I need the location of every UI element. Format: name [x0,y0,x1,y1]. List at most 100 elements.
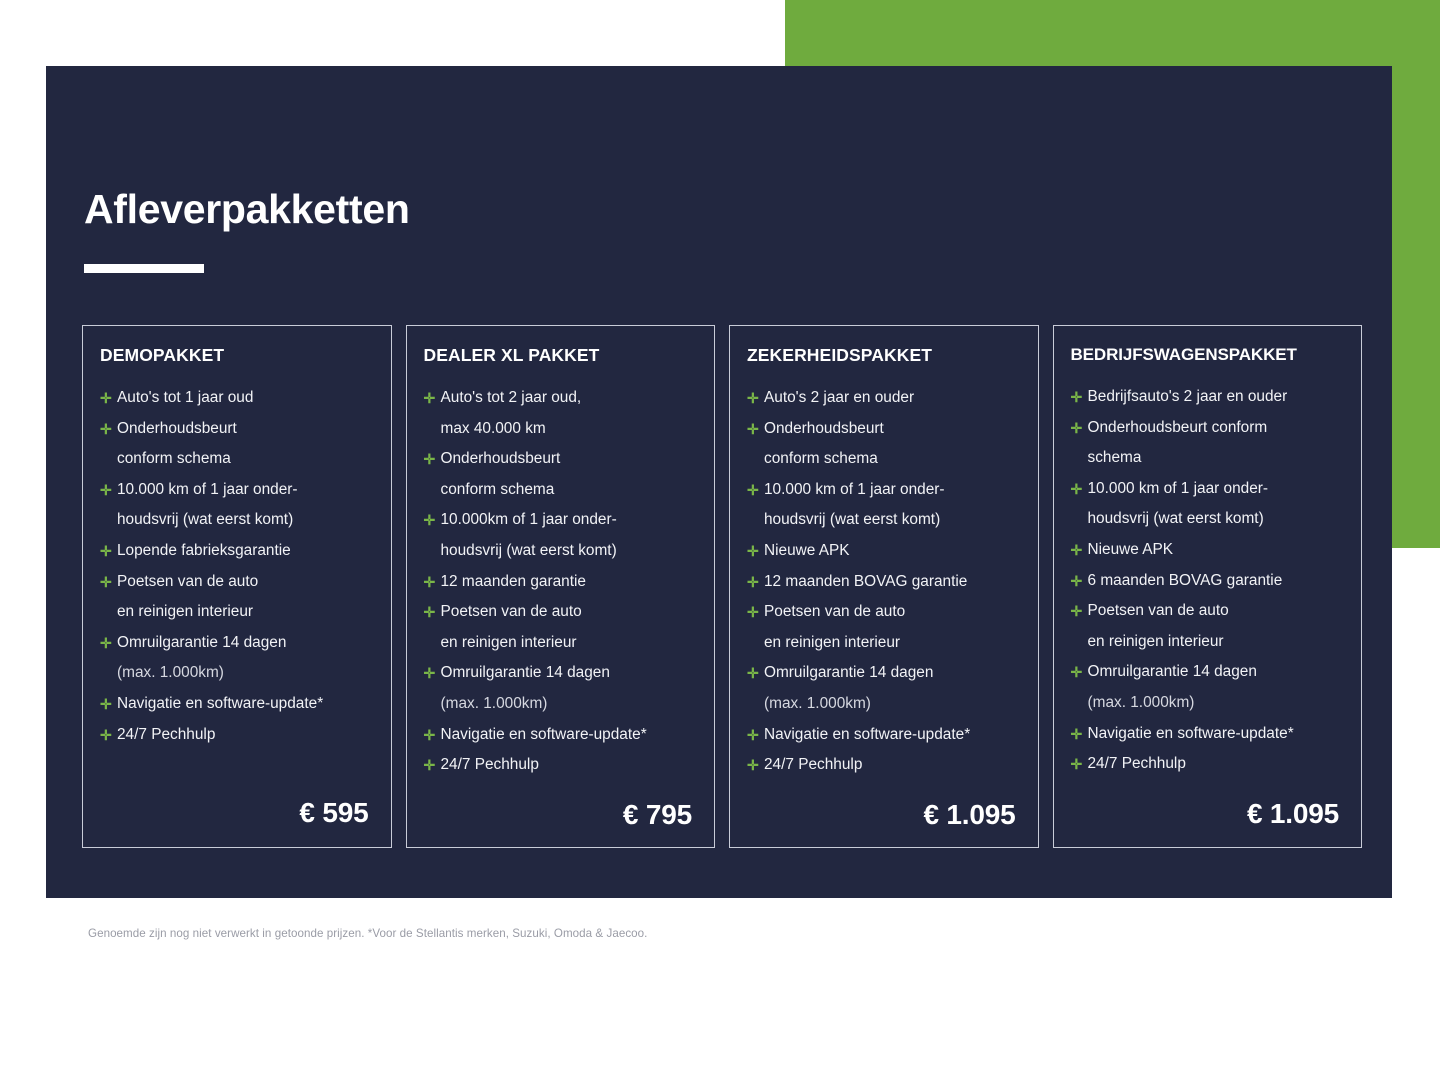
package-card-grid: DEMOPAKKET ✛ Auto's tot 1 jaar oud ✛ Onderh… [82,325,1362,848]
feature-label: Onderhoudsbeurt conform schema [117,419,237,468]
feature-item: ✛ Auto's tot 2 jaar oud, max 40.000 km [424,383,695,444]
card-price: € 1.095 [1246,797,1339,829]
feature-item: ✛ 24/7 Pechhulp [424,750,695,781]
feature-label: Auto's tot 2 jaar oud, max 40.000 km [440,389,582,437]
feature-label: Poetsen van de auto en reinigen interieu… [764,603,906,651]
feature-label: 24/7 Pechhulp [117,725,216,743]
feature-label: Poetsen van de auto en reinigen interieu… [440,603,582,651]
plus-icon: ✛ [423,451,436,468]
plus-icon: ✛ [100,573,112,590]
feature-item: ✛ Lopende fabrieksgarantie [100,536,371,567]
plus-icon: ✛ [423,604,436,621]
feature-list: ✛ Auto's tot 1 jaar oud ✛ Onderhoudsbeurt c… [100,383,371,779]
feature-label: Omruilgarantie 14 dagen (max. 1.000km) [440,664,610,712]
feature-label: Auto's tot 1 jaar oud [117,389,254,406]
feature-label: Onderhoudsbeurt conform schema [1087,418,1268,467]
feature-item: ✛ Navigatie en software-update* [747,720,1018,751]
page-title: Afleverpakketten [84,186,410,233]
plus-icon: ✛ [423,665,436,682]
feature-label: Onderhoudsbeurt conform schema [440,450,561,498]
feature-item: ✛ 10.000 km of 1 jaar onder- houdsvrij (w… [747,475,1018,536]
feature-item: ✛ Navigatie en software-update* [1071,719,1342,750]
feature-item: ✛ Nieuwe APK [1071,535,1342,566]
feature-item: ✛ Auto's tot 1 jaar oud [100,383,371,414]
title-underline-rule [84,264,204,273]
feature-label: Navigatie en software-update* [117,694,324,712]
feature-item: ✛ 6 maanden BOVAG garantie [1071,566,1342,597]
feature-item: ✛ Omruilgarantie 14 dagen (max. 1.000km) [1071,657,1342,718]
package-card-zekerheidspakket[interactable]: ZEKERHEIDSPAKKET ✛ Auto's 2 jaar en ouder… [729,325,1039,848]
plus-icon: ✛ [1070,541,1083,558]
feature-label: 12 maanden garantie [440,572,586,590]
card-title: BEDRIJFSWAGENSPAKKET [1070,345,1297,364]
plus-icon: ✛ [100,726,112,743]
feature-item: ✛ 24/7 Pechhulp [100,720,371,751]
footnote-disclaimer: Genoemde zijn nog niet verwerkt in getoo… [88,927,648,940]
plus-icon: ✛ [747,420,759,437]
feature-label: Nieuwe APK [1087,540,1174,558]
feature-label: 10.000 km of 1 jaar onder- houdsvrij (wa… [764,480,945,529]
feature-label: 10.000km of 1 jaar onder- houdsvrij (wat… [440,511,617,559]
feature-label: Nieuwe APK [764,541,850,559]
feature-label: 10.000 km of 1 jaar onder- houdsvrij (wa… [117,480,298,529]
feature-item: ✛ 10.000 km of 1 jaar onder- houdsvrij (w… [100,475,371,536]
feature-item: ✛ Omruilgarantie 14 dagen (max. 1.000km) [424,658,695,719]
feature-list: ✛ Auto's tot 2 jaar oud, max 40.000 km ✛ On… [424,383,695,781]
feature-sublabel: (max. 1.000km) [440,694,548,712]
feature-label: Auto's 2 jaar en ouder [764,389,915,406]
plus-icon: ✛ [423,390,436,406]
feature-item: ✛ Onderhoudsbeurt conform schema [100,414,371,475]
plus-icon: ✛ [100,542,112,559]
feature-item: ✛ Poetsen van de auto en reinigen interie… [1071,596,1342,657]
feature-item: ✛ Nieuwe APK [747,536,1018,567]
card-price: € 1.095 [923,798,1016,830]
plus-icon: ✛ [423,512,436,529]
feature-label: Bedrijfsauto's 2 jaar en ouder [1087,388,1288,405]
plus-icon: ✛ [747,726,759,743]
plus-icon: ✛ [423,573,436,590]
feature-label: Omruilgarantie 14 dagen (max. 1.000km) [1087,663,1257,711]
plus-icon: ✛ [747,604,759,621]
feature-label: Navigatie en software-update* [764,725,971,743]
feature-item: ✛ Onderhoudsbeurt conform schema [424,444,695,505]
plus-icon: ✛ [747,757,759,774]
feature-label: 12 maanden BOVAG garantie [764,572,968,590]
plus-icon: ✛ [1070,419,1083,436]
plus-icon: ✛ [423,757,436,774]
plus-icon: ✛ [1070,389,1083,405]
feature-label: Lopende fabrieksgarantie [117,541,291,559]
feature-list: ✛ Auto's 2 jaar en ouder ✛ Onderhoudsbeurt … [747,383,1018,781]
feature-label: 24/7 Pechhulp [440,756,539,774]
feature-item: ✛ Onderhoudsbeurt conform schema [747,414,1018,475]
feature-item: ✛ Poetsen van de auto en reinigen interie… [747,597,1018,658]
feature-label: Onderhoudsbeurt conform schema [764,419,884,468]
package-card-dealer-xl-pakket[interactable]: DEALER XL PAKKET ✛ Auto's tot 2 jaar oud,… [405,325,715,848]
feature-item: ✛ Bedrijfsauto's 2 jaar en ouder [1071,382,1342,413]
feature-item: ✛ Navigatie en software-update* [424,720,695,751]
feature-sublabel: (max. 1.000km) [764,694,871,712]
feature-label: Navigatie en software-update* [440,725,647,743]
feature-label: 10.000 km of 1 jaar onder- houdsvrij (wa… [1087,479,1269,528]
feature-item: ✛ 10.000km of 1 jaar onder- houdsvrij (wa… [424,505,695,566]
card-title: DEALER XL PAKKET [423,345,600,365]
package-card-bedrijfswagenspakket[interactable]: BEDRIJFSWAGENSPAKKET ✛ Bedrijfsauto's 2 j… [1052,325,1362,848]
feature-item: ✛ Auto's 2 jaar en ouder [747,383,1018,414]
plus-icon: ✛ [423,726,436,743]
feature-label: 24/7 Pechhulp [764,756,863,774]
feature-item: ✛ Navigatie en software-update* [100,689,371,720]
card-title: ZEKERHEIDSPAKKET [747,345,933,365]
plus-icon: ✛ [747,665,759,682]
plus-icon: ✛ [100,481,112,498]
feature-label: Navigatie en software-update* [1087,724,1294,742]
plus-icon: ✛ [1070,480,1083,497]
package-card-demopakket[interactable]: DEMOPAKKET ✛ Auto's tot 1 jaar oud ✛ Onderh… [82,325,392,848]
plus-icon: ✛ [747,542,759,559]
plus-icon: ✛ [747,573,759,590]
feature-item: ✛ Poetsen van de auto en reinigen interie… [424,597,695,658]
plus-icon: ✛ [100,390,112,406]
plus-icon: ✛ [100,420,112,437]
feature-item: ✛ Omruilgarantie 14 dagen (max. 1.000km) [747,658,1018,719]
feature-label: 24/7 Pechhulp [1087,755,1186,773]
feature-label: 6 maanden BOVAG garantie [1087,571,1283,589]
plus-icon: ✛ [1070,603,1083,620]
